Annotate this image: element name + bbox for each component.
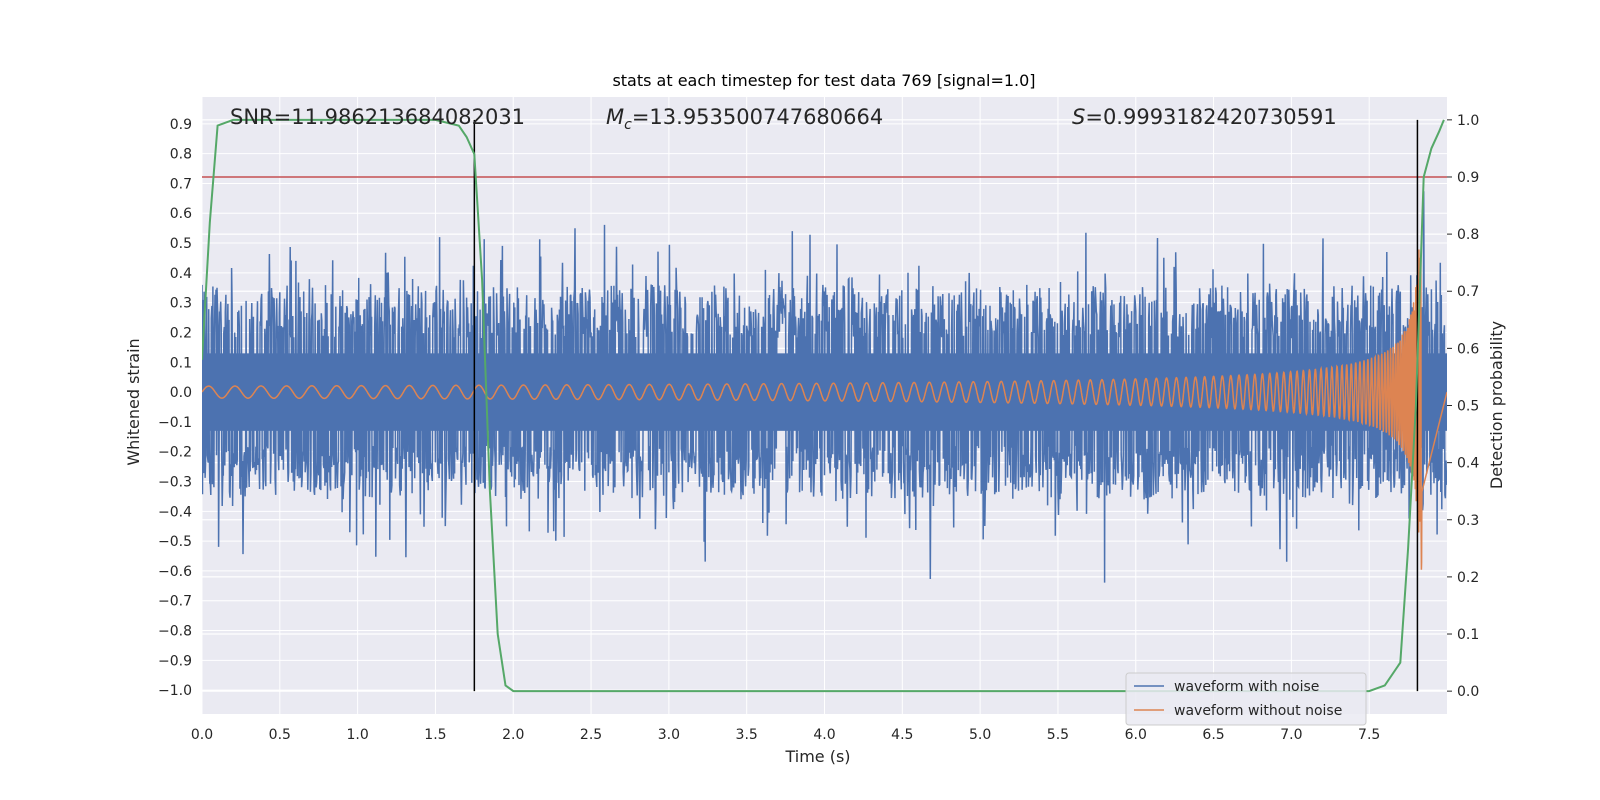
statistic-value: =0.9993182420730591 bbox=[1085, 105, 1336, 129]
y2-tick-label: 0.8 bbox=[1457, 227, 1479, 243]
snr-annotation: SNR=11.986213684082031 bbox=[230, 105, 525, 129]
x-tick-label: 2.5 bbox=[580, 727, 602, 743]
y2-tick-label: 0.6 bbox=[1457, 341, 1479, 357]
chirp-mass-subscript: c bbox=[624, 117, 632, 133]
x-tick-label: 6.5 bbox=[1202, 727, 1224, 743]
x-tick-label: 4.5 bbox=[891, 727, 913, 743]
y-tick-label: −0.3 bbox=[158, 475, 192, 491]
y2-tick-label: 0.7 bbox=[1457, 284, 1479, 300]
x-tick-label: 0.5 bbox=[269, 727, 291, 743]
y2-tick-label: 0.5 bbox=[1457, 399, 1479, 415]
x-tick-label: 6.0 bbox=[1125, 727, 1147, 743]
y-tick-label: 0.0 bbox=[170, 385, 192, 401]
chirp-mass-symbol: M bbox=[606, 105, 624, 129]
x-tick-label: 4.0 bbox=[813, 727, 835, 743]
x-tick-label: 3.5 bbox=[736, 727, 758, 743]
series-line-waveform-with-noise bbox=[202, 191, 1447, 583]
y-tick-label: 0.9 bbox=[170, 117, 192, 133]
x-tick-label: 1.5 bbox=[424, 727, 446, 743]
y-tick-label: 0.1 bbox=[170, 355, 192, 371]
x-tick-label: 5.5 bbox=[1047, 727, 1069, 743]
y2-tick-label: 0.1 bbox=[1457, 627, 1479, 643]
y-tick-label: −0.4 bbox=[158, 504, 192, 520]
x-tick-label: 2.0 bbox=[502, 727, 524, 743]
y-tick-label: −0.7 bbox=[158, 594, 192, 610]
y-tick-label: 0.3 bbox=[170, 296, 192, 312]
y2-tick-label: 0.9 bbox=[1457, 170, 1479, 186]
y-tick-label: 0.5 bbox=[170, 236, 192, 252]
series-core-waveform-with-noise bbox=[202, 353, 1447, 431]
y-tick-label: 0.8 bbox=[170, 147, 192, 163]
statistic-symbol: S bbox=[1072, 105, 1085, 129]
x-tick-label: 0.0 bbox=[191, 727, 213, 743]
series-line-detection-probability bbox=[202, 118, 1445, 693]
x-axis-label: Time (s) bbox=[784, 747, 850, 766]
x-tick-label: 5.0 bbox=[969, 727, 991, 743]
legend: waveform with noise waveform without noi… bbox=[1125, 672, 1367, 726]
legend-label-clean: waveform without noise bbox=[1174, 703, 1342, 719]
y-tick-label: −1.0 bbox=[158, 683, 192, 699]
y2-tick-label: 0.4 bbox=[1457, 456, 1479, 472]
y-tick-label: −0.2 bbox=[158, 445, 192, 461]
chirp-mass-annotation: Mc=13.953500747680664 bbox=[606, 105, 883, 133]
y-axis-label: Whitened strain bbox=[124, 338, 143, 465]
y-tick-label: 0.2 bbox=[170, 325, 192, 341]
statistic-annotation: S=0.9993182420730591 bbox=[1072, 105, 1337, 129]
y-tick-label: −0.1 bbox=[158, 415, 192, 431]
y2-tick-label: 0.2 bbox=[1457, 570, 1479, 586]
y-tick-label: 0.6 bbox=[170, 206, 192, 222]
x-tick-label: 7.5 bbox=[1358, 727, 1380, 743]
y2-tick-label: 0.0 bbox=[1457, 684, 1479, 700]
legend-box bbox=[1125, 672, 1367, 726]
ticks: 0.0 0.5 1.0 1.5 2.0 2.5 3.0 3.5 4.0 4.5 5.0 5.5 6.0 6… bbox=[158, 113, 1479, 743]
x-tick-label: 7.0 bbox=[1280, 727, 1302, 743]
y-tick-label: −0.9 bbox=[158, 653, 192, 669]
y-tick-label: 0.7 bbox=[170, 176, 192, 192]
x-tick-label: 3.0 bbox=[658, 727, 680, 743]
y-tick-label: 0.4 bbox=[170, 266, 192, 282]
x-tick-label: 1.0 bbox=[346, 727, 368, 743]
y-tick-label: −0.8 bbox=[158, 624, 192, 640]
y-axis-label-right: Detection probability bbox=[1487, 321, 1506, 489]
y2-tick-label: 0.3 bbox=[1457, 513, 1479, 529]
data-layer bbox=[202, 118, 1447, 693]
y2-tick-label: 1.0 bbox=[1457, 113, 1479, 129]
y-tick-label: −0.5 bbox=[158, 534, 192, 550]
y-tick-label: −0.6 bbox=[158, 564, 192, 580]
legend-label-noise: waveform with noise bbox=[1174, 679, 1319, 695]
chirp-mass-value: =13.953500747680664 bbox=[632, 105, 883, 129]
chart-title: stats at each timestep for test data 769… bbox=[612, 71, 1035, 90]
series-line-waveform-without-noise bbox=[202, 249, 1447, 570]
